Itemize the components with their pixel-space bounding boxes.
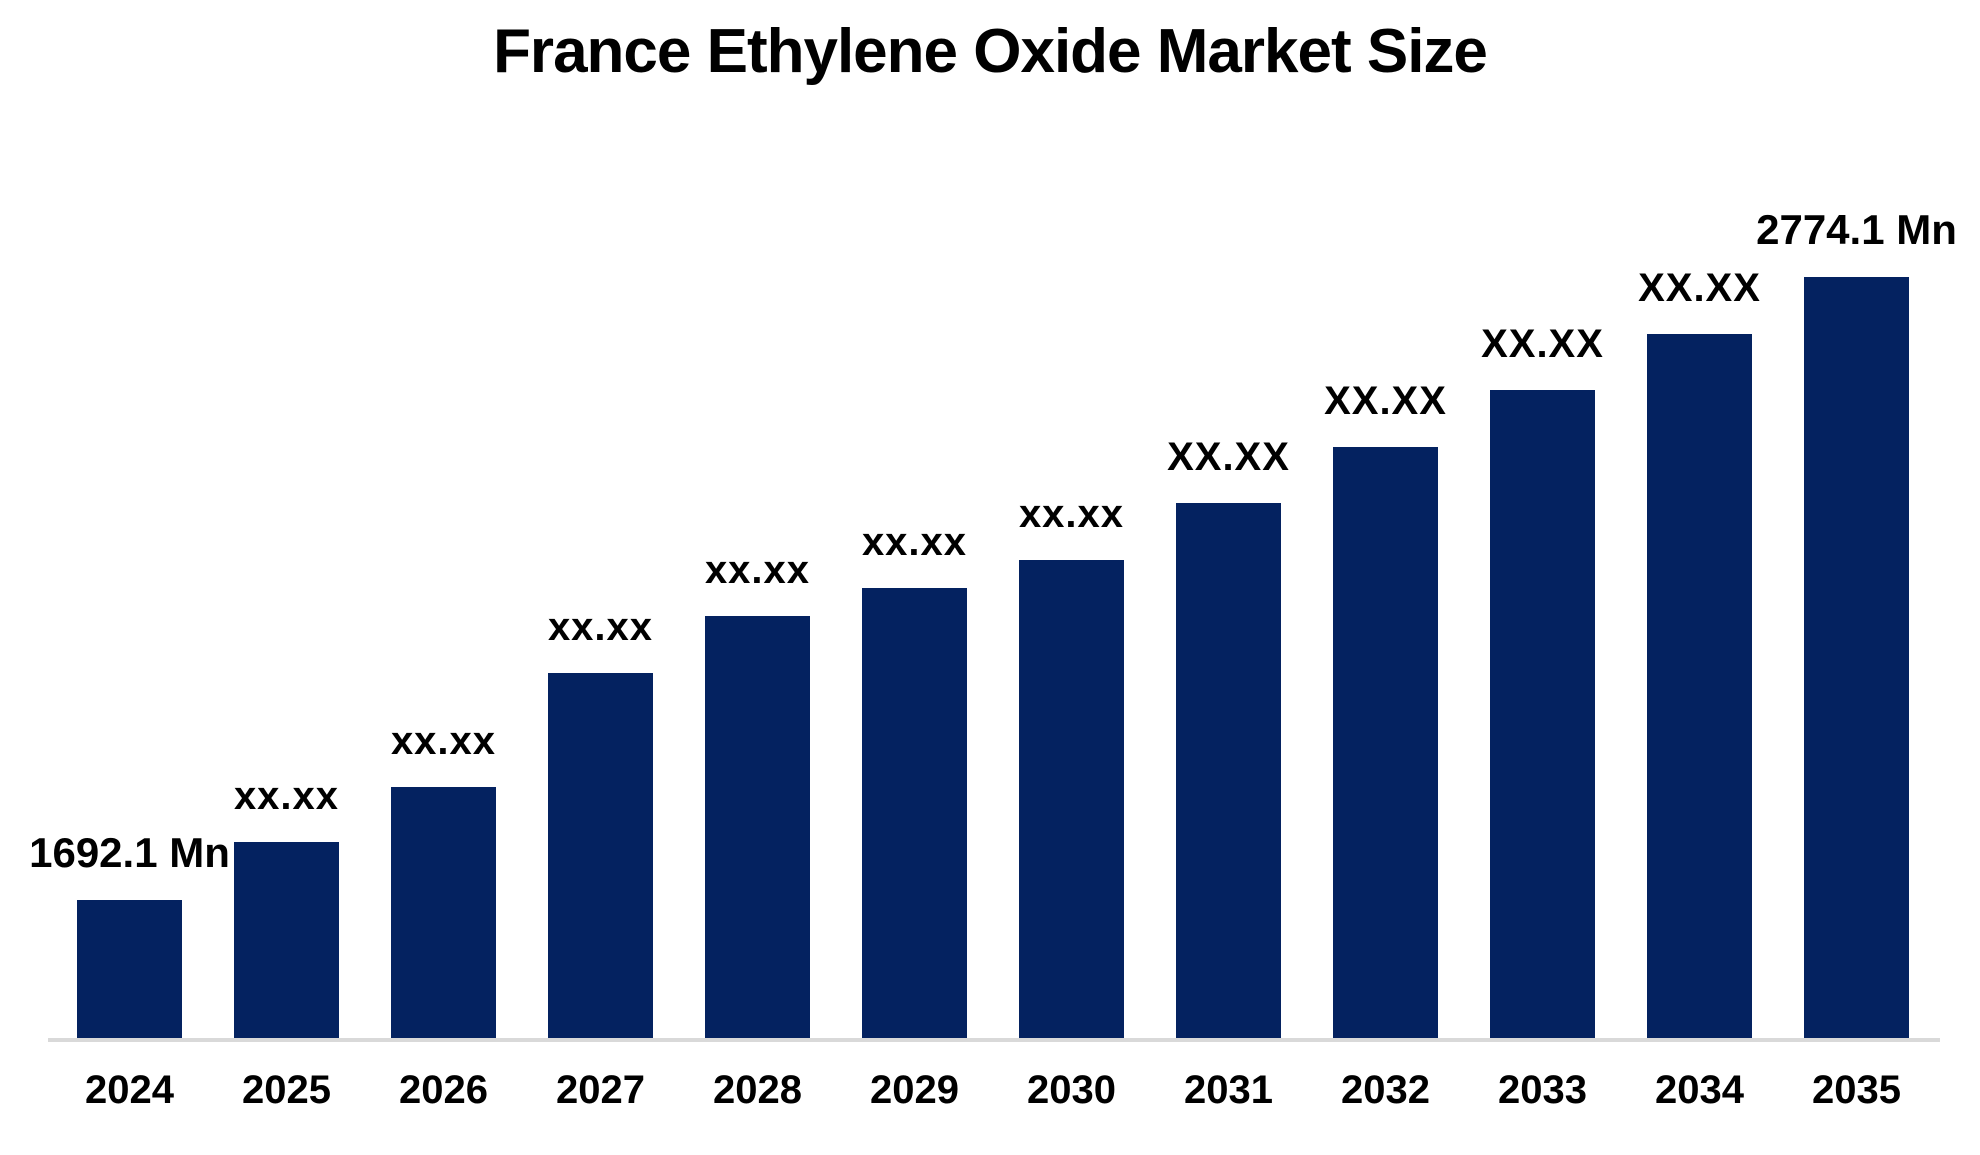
chart-title: France Ethylene Oxide Market Size — [493, 17, 1488, 86]
bar-2027 — [548, 673, 653, 1038]
value-label-2028: xx.xx — [704, 548, 811, 592]
bar-2024 — [77, 900, 182, 1038]
bar-2033 — [1490, 390, 1595, 1038]
value-label-2024: 1692.1 Mn — [29, 829, 230, 876]
value-label-2025: xx.xx — [233, 774, 340, 818]
year-label-2026: 2026 — [399, 1068, 488, 1112]
year-label-2031: 2031 — [1184, 1068, 1273, 1112]
bar-2031 — [1176, 503, 1281, 1038]
bar-2032 — [1333, 447, 1438, 1038]
year-label-2035: 2035 — [1812, 1068, 1901, 1112]
year-label-2033: 2033 — [1498, 1068, 1587, 1112]
bar-2035 — [1804, 277, 1909, 1038]
bar-2025 — [234, 842, 339, 1038]
year-label-2029: 2029 — [870, 1068, 959, 1112]
year-label-2025: 2025 — [242, 1068, 331, 1112]
value-label-2033: XX.XX — [1481, 322, 1604, 366]
year-label-2028: 2028 — [713, 1068, 802, 1112]
year-label-2027: 2027 — [556, 1068, 645, 1112]
x-axis-line — [48, 1038, 1940, 1042]
value-label-2030: xx.xx — [1018, 492, 1125, 536]
value-label-2031: XX.XX — [1167, 435, 1290, 479]
value-label-2027: xx.xx — [547, 605, 654, 649]
bar-2030 — [1019, 560, 1124, 1038]
bar-2028 — [705, 616, 810, 1038]
bar-2034 — [1647, 334, 1752, 1038]
year-label-2024: 2024 — [85, 1068, 174, 1112]
value-label-2032: XX.XX — [1324, 379, 1447, 423]
value-label-2034: XX.XX — [1638, 266, 1761, 310]
year-label-2034: 2034 — [1655, 1068, 1744, 1112]
value-label-2029: xx.xx — [861, 520, 968, 564]
bar-2029 — [862, 588, 967, 1038]
year-label-2030: 2030 — [1027, 1068, 1116, 1112]
year-label-2032: 2032 — [1341, 1068, 1430, 1112]
bar-2026 — [391, 787, 496, 1038]
value-label-2026: xx.xx — [390, 719, 497, 763]
value-label-2035: 2774.1 Mn — [1756, 206, 1957, 253]
